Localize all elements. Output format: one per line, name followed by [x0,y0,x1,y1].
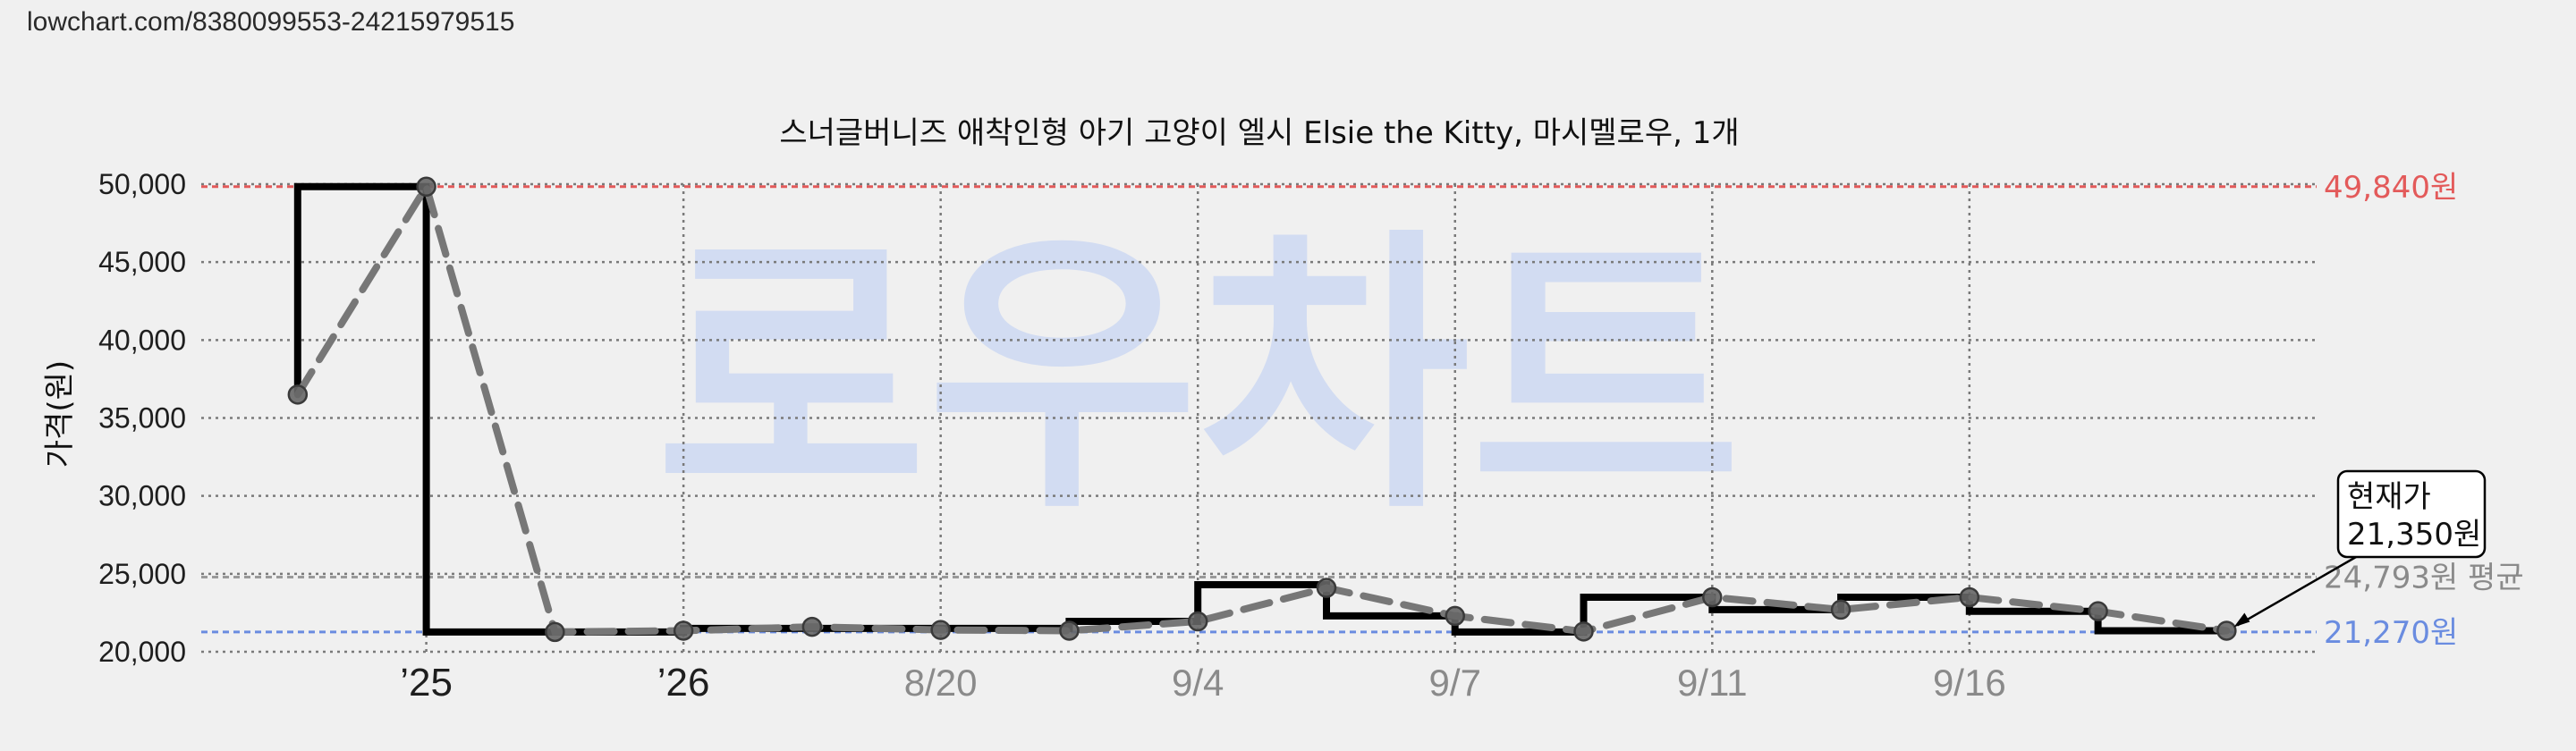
current-price-box [2336,469,2487,559]
price-point [1187,611,1208,632]
price-point [801,616,823,637]
y-tick-label: 45,000 [98,246,186,278]
price-point [287,384,309,405]
current-price-pointer [2236,555,2357,627]
price-point [1959,586,1980,608]
min-price-label: 21,270원 [2324,615,2458,651]
x-tick-label: 9/4 [1172,662,1224,704]
price-point [545,621,565,643]
source-url[interactable]: lowchart.com/8380099553-24215979515 [27,7,515,37]
price-point [2216,620,2237,641]
ticks: 20,000 25,000 30,000 35,000 40,000 45,000 50,0… [98,168,2006,705]
markers [287,176,2237,643]
price-trend-dashed-line [293,178,2231,636]
x-tick-label: 9/7 [1429,662,1481,704]
price-point [1830,599,1852,620]
current-price-arrowhead [2233,612,2250,628]
y-tick-label: 20,000 [98,636,186,668]
x-tick-label: ’26 [657,661,710,705]
y-tick-label: 30,000 [98,480,186,512]
x-tick-label: 9/11 [1677,662,1748,704]
price-point [1445,605,1465,627]
price-point [1702,586,1723,608]
reference-lines [201,185,2317,634]
price-point [1059,620,1080,641]
y-tick-label: 25,000 [98,558,186,590]
grid [201,182,2317,654]
current-price-value: 21,350원 [2347,517,2481,553]
x-tick-label: 8/20 [904,662,978,704]
y-axis-label: 가격(원) [42,360,78,468]
price-point [930,620,951,640]
y-tick-label: 35,000 [98,402,186,435]
price-point [1316,578,1337,598]
price-point [416,176,436,198]
x-tick-label: ’25 [400,661,453,705]
price-point [1573,621,1594,642]
y-tick-label: 40,000 [98,324,186,356]
x-tick-label: 9/16 [1933,662,2006,704]
price-point [2088,601,2108,621]
average-price-label: 24,793원 평균 [2324,560,2524,595]
price-point [673,620,694,641]
max-price-label: 49,840원 [2324,170,2458,206]
y-tick-label: 50,000 [98,168,186,200]
current-price-title: 현재가 [2347,479,2431,515]
chart-title: 스너글버니즈 애착인형 아기 고양이 엘시 Elsie the Kitty, 마… [779,115,1739,151]
